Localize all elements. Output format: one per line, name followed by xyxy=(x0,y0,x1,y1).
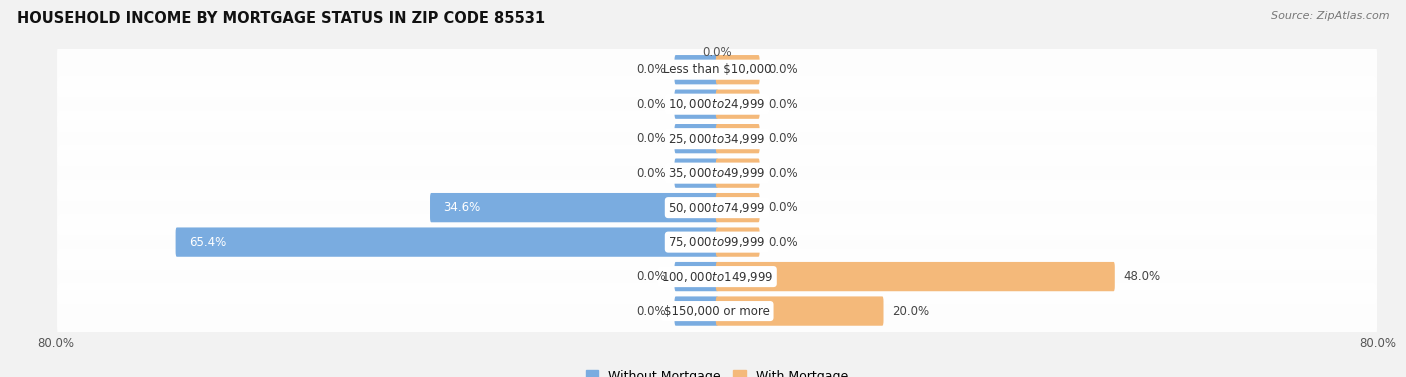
Text: HOUSEHOLD INCOME BY MORTGAGE STATUS IN ZIP CODE 85531: HOUSEHOLD INCOME BY MORTGAGE STATUS IN Z… xyxy=(17,11,546,26)
FancyBboxPatch shape xyxy=(716,55,759,84)
FancyBboxPatch shape xyxy=(58,214,1376,270)
FancyBboxPatch shape xyxy=(675,158,718,188)
FancyBboxPatch shape xyxy=(675,296,718,326)
FancyBboxPatch shape xyxy=(58,249,1376,305)
FancyBboxPatch shape xyxy=(716,193,759,222)
Text: 20.0%: 20.0% xyxy=(893,305,929,317)
Text: 0.0%: 0.0% xyxy=(768,236,797,248)
Text: 0.0%: 0.0% xyxy=(637,63,666,76)
Text: 0.0%: 0.0% xyxy=(768,201,797,214)
Text: 34.6%: 34.6% xyxy=(444,201,481,214)
Text: $150,000 or more: $150,000 or more xyxy=(664,305,770,317)
Text: Source: ZipAtlas.com: Source: ZipAtlas.com xyxy=(1271,11,1389,21)
FancyBboxPatch shape xyxy=(716,89,759,119)
FancyBboxPatch shape xyxy=(716,262,1115,291)
FancyBboxPatch shape xyxy=(58,42,1376,98)
FancyBboxPatch shape xyxy=(716,158,759,188)
Text: $35,000 to $49,999: $35,000 to $49,999 xyxy=(668,166,766,180)
FancyBboxPatch shape xyxy=(716,296,883,326)
Text: Less than $10,000: Less than $10,000 xyxy=(662,63,772,76)
FancyBboxPatch shape xyxy=(58,76,1376,132)
FancyBboxPatch shape xyxy=(176,227,718,257)
Legend: Without Mortgage, With Mortgage: Without Mortgage, With Mortgage xyxy=(581,365,853,377)
Text: $75,000 to $99,999: $75,000 to $99,999 xyxy=(668,235,766,249)
Text: 0.0%: 0.0% xyxy=(637,305,666,317)
FancyBboxPatch shape xyxy=(675,124,718,153)
Text: 65.4%: 65.4% xyxy=(190,236,226,248)
Text: 0.0%: 0.0% xyxy=(768,98,797,111)
FancyBboxPatch shape xyxy=(675,262,718,291)
Text: 0.0%: 0.0% xyxy=(637,167,666,180)
Text: $10,000 to $24,999: $10,000 to $24,999 xyxy=(668,97,766,111)
Text: $100,000 to $149,999: $100,000 to $149,999 xyxy=(661,270,773,284)
FancyBboxPatch shape xyxy=(58,283,1376,339)
Text: $50,000 to $74,999: $50,000 to $74,999 xyxy=(668,201,766,215)
FancyBboxPatch shape xyxy=(716,227,759,257)
Text: 0.0%: 0.0% xyxy=(637,132,666,145)
Text: 0.0%: 0.0% xyxy=(702,46,733,59)
Text: 0.0%: 0.0% xyxy=(637,270,666,283)
Text: $25,000 to $34,999: $25,000 to $34,999 xyxy=(668,132,766,146)
FancyBboxPatch shape xyxy=(58,111,1376,167)
FancyBboxPatch shape xyxy=(675,89,718,119)
FancyBboxPatch shape xyxy=(58,145,1376,201)
Text: 48.0%: 48.0% xyxy=(1123,270,1160,283)
Text: 0.0%: 0.0% xyxy=(768,63,797,76)
FancyBboxPatch shape xyxy=(675,55,718,84)
FancyBboxPatch shape xyxy=(716,124,759,153)
Text: 0.0%: 0.0% xyxy=(768,132,797,145)
Text: 0.0%: 0.0% xyxy=(637,98,666,111)
Text: 0.0%: 0.0% xyxy=(768,167,797,180)
FancyBboxPatch shape xyxy=(430,193,718,222)
FancyBboxPatch shape xyxy=(58,180,1376,236)
